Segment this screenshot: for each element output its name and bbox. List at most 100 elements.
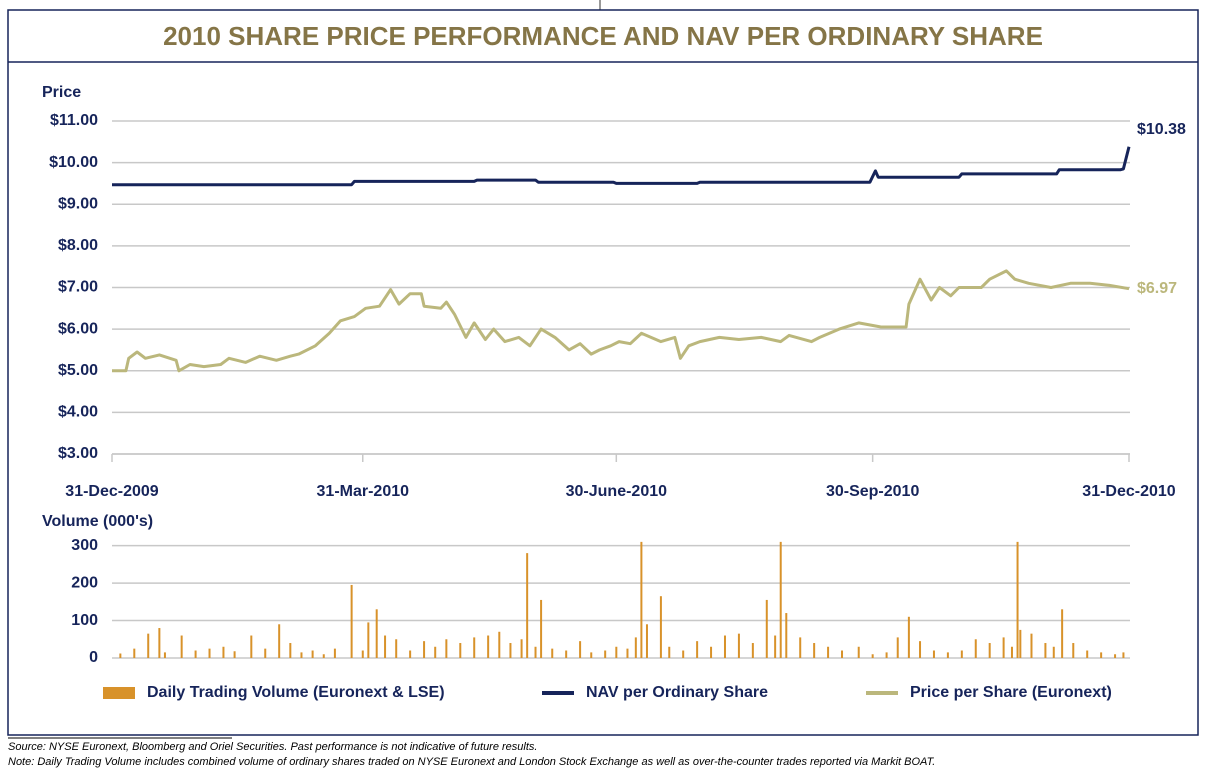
- bar: [1086, 650, 1089, 658]
- bar: [857, 646, 860, 658]
- bar: [779, 541, 782, 658]
- bar: [534, 646, 537, 658]
- y-axis-label: Price: [42, 84, 81, 101]
- bar: [361, 650, 364, 658]
- bar: [264, 648, 267, 658]
- y-tick-label: 0: [89, 649, 98, 666]
- frame: [7, 9, 1199, 736]
- bar: [1114, 654, 1117, 658]
- bar: [384, 635, 387, 658]
- x-tick-label: 31-Dec-2010: [1082, 483, 1176, 500]
- bar: [445, 639, 448, 658]
- y-axis-label: Volume (000's): [42, 513, 153, 530]
- bar: [946, 652, 949, 658]
- y-tick-label: $8.00: [58, 237, 98, 254]
- bar: [896, 637, 899, 658]
- bar: [813, 643, 816, 658]
- chart-title: 2010 SHARE PRICE PERFORMANCE AND NAV PER…: [163, 21, 1043, 51]
- bar: [194, 650, 197, 658]
- bar: [682, 650, 685, 658]
- bar: [590, 652, 593, 658]
- bar: [696, 641, 699, 658]
- bar: [885, 652, 888, 658]
- bar: [1072, 643, 1075, 658]
- bar: [1100, 652, 1103, 658]
- bar: [1016, 541, 1019, 658]
- bar: [1122, 652, 1125, 658]
- bar: [1019, 629, 1022, 658]
- end-label: $10.38: [1137, 121, 1186, 138]
- source-note: Source: NYSE Euronext, Bloomberg and Ori…: [8, 741, 537, 753]
- y-tick-label: $5.00: [58, 362, 98, 379]
- y-tick-label: $11.00: [50, 112, 98, 129]
- legend-label: Daily Trading Volume (Euronext & LSE): [147, 684, 445, 701]
- bar: [774, 635, 777, 658]
- bar: [751, 643, 754, 658]
- bar: [367, 622, 370, 658]
- bar: [723, 635, 726, 658]
- bar: [133, 648, 136, 658]
- bar: [473, 637, 476, 658]
- bar: [737, 633, 740, 658]
- bar: [871, 654, 874, 658]
- bar: [551, 648, 554, 658]
- bar: [710, 646, 713, 658]
- bar: [147, 633, 150, 658]
- bar: [907, 616, 910, 658]
- bar: [423, 641, 426, 658]
- bar: [668, 646, 671, 658]
- bar: [1010, 646, 1013, 658]
- bar: [119, 653, 122, 658]
- bar: [645, 624, 648, 658]
- bar: [634, 637, 637, 658]
- x-tick-label: 31-Dec-2009: [65, 483, 159, 500]
- bar: [604, 650, 607, 658]
- bar: [163, 652, 166, 658]
- y-tick-label: $3.00: [58, 445, 98, 462]
- bar: [434, 646, 437, 658]
- bar: [919, 641, 922, 658]
- bar: [509, 643, 512, 658]
- bar: [526, 553, 529, 658]
- bar: [615, 646, 618, 658]
- bar: [626, 648, 629, 658]
- y-tick-label: $7.00: [58, 279, 98, 296]
- y-tick-label: $4.00: [58, 404, 98, 421]
- bar: [250, 635, 253, 658]
- bar: [459, 643, 462, 658]
- end-label: $6.97: [1137, 280, 1177, 297]
- bar: [565, 650, 568, 658]
- legend-label: Price per Share (Euronext): [910, 684, 1112, 701]
- x-tick-label: 30-June-2010: [566, 483, 667, 500]
- line: [112, 269, 1130, 373]
- y-tick-label: 300: [71, 537, 98, 554]
- y-tick-label: 100: [71, 612, 98, 629]
- bar: [988, 643, 991, 658]
- bar: [540, 599, 543, 658]
- bar: [785, 613, 788, 658]
- bar: [333, 648, 336, 658]
- bar: [659, 596, 662, 658]
- legend-swatch: [103, 687, 135, 699]
- bar: [311, 650, 314, 658]
- bar: [799, 637, 802, 658]
- bar: [375, 609, 378, 658]
- x-tick-label: 30-Sep-2010: [826, 483, 919, 500]
- line: [112, 146, 1131, 187]
- bar: [498, 631, 501, 658]
- bar: [1061, 609, 1064, 658]
- footnote: Note: Daily Trading Volume includes comb…: [8, 756, 935, 768]
- bar: [350, 584, 353, 658]
- y-tick-label: $9.00: [58, 195, 98, 212]
- bar: [322, 654, 325, 658]
- y-tick-label: $10.00: [49, 154, 98, 171]
- bar: [409, 650, 412, 658]
- y-tick-label: $6.00: [58, 320, 98, 337]
- bar: [765, 599, 768, 658]
- bar: [289, 643, 292, 658]
- x-tick-label: 31-Mar-2010: [317, 483, 410, 500]
- bar: [233, 651, 236, 658]
- bar: [222, 646, 225, 658]
- bar: [932, 650, 935, 658]
